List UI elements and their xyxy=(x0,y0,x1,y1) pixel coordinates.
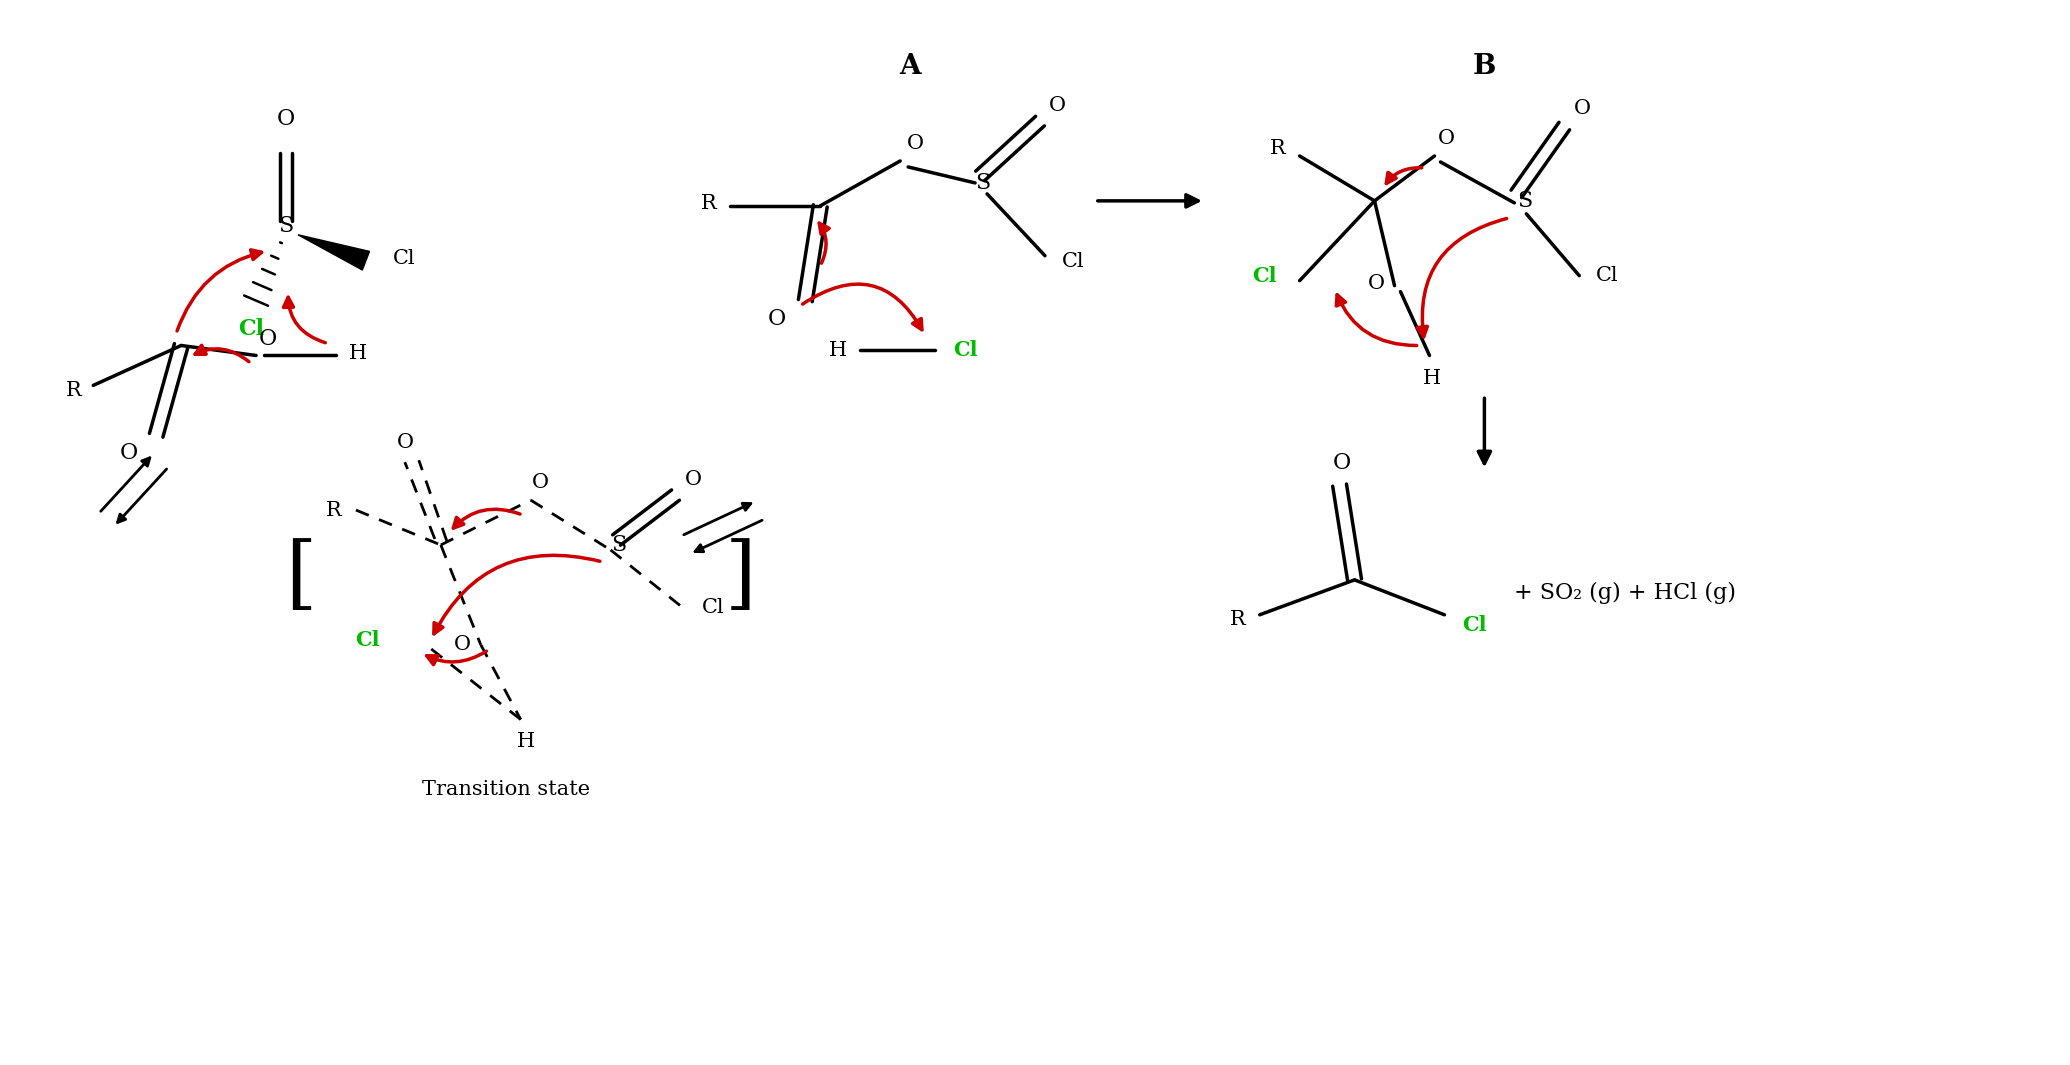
Text: O: O xyxy=(277,108,296,130)
Text: Cl: Cl xyxy=(1461,615,1486,635)
Text: H: H xyxy=(350,344,366,363)
Text: S: S xyxy=(975,171,992,194)
Text: O: O xyxy=(453,635,472,654)
Text: S: S xyxy=(277,215,294,236)
Text: R: R xyxy=(327,501,342,520)
Text: H: H xyxy=(1422,368,1441,388)
Text: H: H xyxy=(518,732,534,751)
Text: O: O xyxy=(259,328,277,349)
Polygon shape xyxy=(298,234,368,271)
Text: O: O xyxy=(907,133,923,152)
Text: Cl: Cl xyxy=(702,599,724,618)
Text: Cl: Cl xyxy=(1062,252,1085,272)
Text: A: A xyxy=(898,53,921,80)
Text: O: O xyxy=(120,442,139,464)
Text: Cl: Cl xyxy=(356,629,381,650)
Text: Transition state: Transition state xyxy=(422,780,590,799)
Text: O: O xyxy=(768,308,787,329)
Text: + SO₂ (g) + HCl (g): + SO₂ (g) + HCl (g) xyxy=(1515,581,1737,604)
Text: Cl: Cl xyxy=(1252,265,1277,285)
Text: O: O xyxy=(397,432,414,452)
Text: R: R xyxy=(1269,138,1285,158)
Text: Cl: Cl xyxy=(393,249,416,268)
Text: Cl: Cl xyxy=(1596,266,1619,285)
Text: B: B xyxy=(1472,53,1497,80)
Text: [: [ xyxy=(286,538,317,616)
Text: O: O xyxy=(685,470,702,489)
Text: R: R xyxy=(1230,610,1246,629)
Text: O: O xyxy=(1439,129,1455,148)
Text: R: R xyxy=(700,194,716,213)
Text: O: O xyxy=(1049,96,1066,115)
Text: S: S xyxy=(1517,190,1532,212)
Text: ]: ] xyxy=(724,538,756,616)
Text: O: O xyxy=(1573,99,1590,117)
Text: O: O xyxy=(532,473,549,492)
Text: O: O xyxy=(1368,274,1385,293)
Text: Cl: Cl xyxy=(238,317,265,340)
Text: H: H xyxy=(830,341,847,360)
Text: S: S xyxy=(611,534,627,556)
Text: Cl: Cl xyxy=(952,341,977,360)
Text: O: O xyxy=(1333,453,1352,474)
Text: R: R xyxy=(66,381,81,399)
